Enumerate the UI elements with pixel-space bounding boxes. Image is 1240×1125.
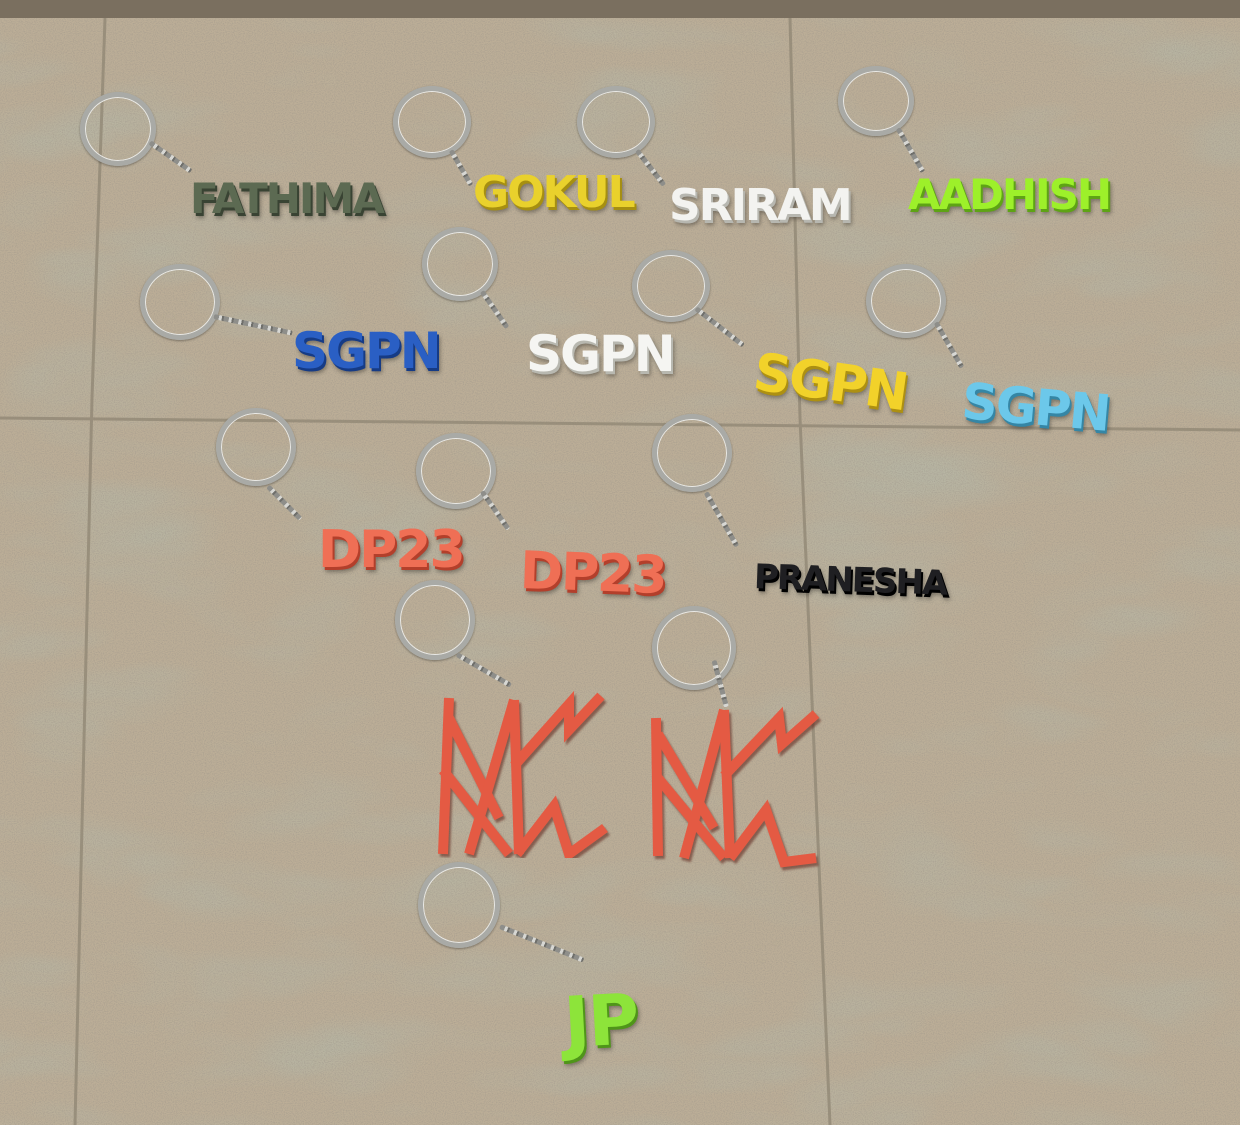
name-tag: JP [561, 978, 640, 1064]
key-ring [418, 862, 500, 948]
key-ring [577, 86, 655, 158]
key-ring [216, 408, 296, 486]
name-tag: AADHISH [908, 170, 1112, 219]
key-ring [632, 250, 710, 322]
name-tag: DP23 [518, 541, 667, 607]
key-ring [395, 580, 475, 660]
name-tag: SGPN [959, 372, 1112, 443]
name-tag: GOKUL [473, 167, 636, 218]
name-tag: PRANESHA [753, 557, 947, 604]
top-edge-bar [0, 0, 1240, 18]
name-tag: DP23 [318, 520, 466, 580]
key-ring [80, 92, 156, 166]
key-ring [838, 66, 914, 136]
key-ring [652, 414, 732, 492]
key-ring [416, 433, 496, 509]
monogram-logo-icon [438, 690, 608, 858]
key-ring [393, 86, 471, 158]
name-tag: SRIRAM [669, 180, 853, 231]
key-ring [422, 227, 498, 301]
name-tag: FATHIMA [190, 174, 385, 223]
key-ring [866, 264, 946, 338]
terrazzo-floor [0, 18, 1240, 1125]
name-tag: SGPN [292, 322, 442, 380]
name-tag: SGPN [526, 325, 676, 383]
key-ring [140, 264, 220, 340]
monogram-logo-icon [651, 706, 820, 868]
key-ring [652, 606, 736, 690]
